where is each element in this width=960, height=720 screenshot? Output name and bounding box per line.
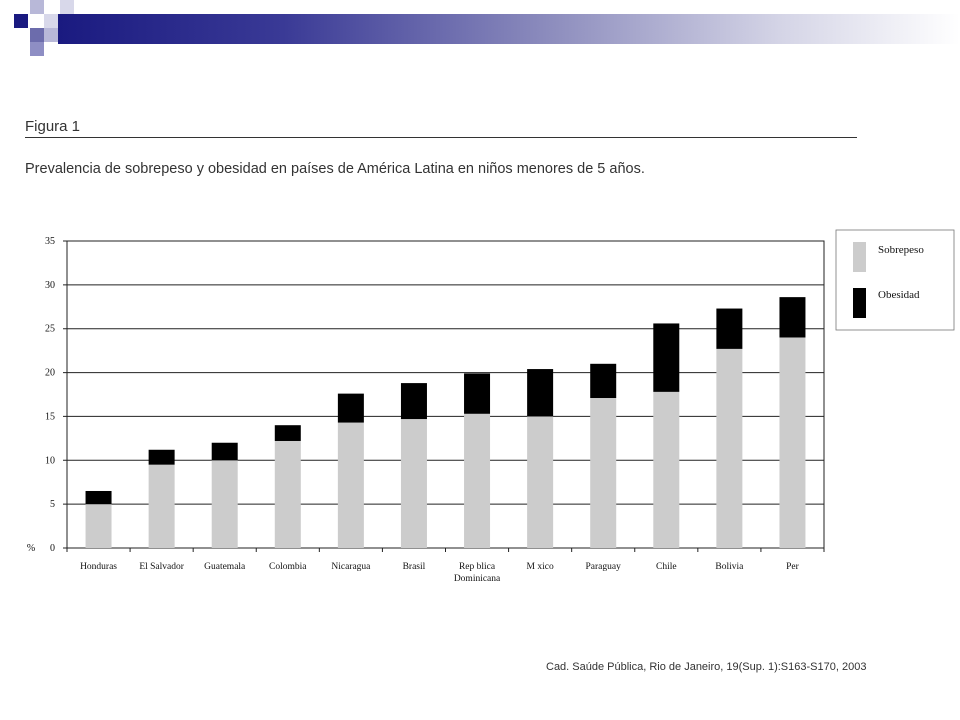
plot-frame — [66, 240, 825, 549]
bar-sobrepeso — [527, 416, 554, 548]
bar-obesidad — [716, 308, 743, 349]
bar-sobrepeso — [590, 398, 617, 548]
x-tick-label: Honduras — [80, 562, 117, 572]
bar-obesidad — [337, 393, 364, 423]
bar-sobrepeso — [337, 422, 364, 548]
figure-caption: Prevalencia de sobrepeso y obesidad en p… — [25, 161, 645, 177]
bar-obesidad — [590, 363, 617, 399]
decor-square — [30, 0, 44, 14]
bar-obesidad — [464, 373, 491, 414]
bar-sobrepeso — [148, 464, 175, 548]
y-tick-label: 5 — [50, 499, 55, 510]
figure-divider — [25, 137, 857, 138]
source-citation: Cad. Saúde Pública, Rio de Janeiro, 19(S… — [546, 661, 867, 673]
bar-obesidad — [274, 425, 301, 441]
legend-swatch-sobrepeso — [853, 242, 866, 272]
x-tick-label: Colombia — [269, 562, 307, 572]
x-tick-label: Per — [786, 562, 800, 572]
x-tick-label: Nicaragua — [331, 562, 371, 572]
y-tick-label: 0 — [50, 543, 55, 554]
y-tick-label: 10 — [45, 455, 55, 466]
bar-sobrepeso — [716, 348, 743, 548]
x-tick-label: Paraguay — [586, 562, 622, 572]
y-tick-label: 35 — [45, 236, 55, 247]
decor-square — [44, 28, 58, 42]
figure-label: Figura 1 — [25, 118, 81, 135]
bar-obesidad — [779, 297, 806, 338]
decor-square — [14, 14, 28, 28]
bar-sobrepeso — [211, 460, 238, 548]
y-tick-label: 25 — [45, 324, 55, 335]
y-axis-label: % — [27, 543, 35, 554]
x-tick-label: Guatemala — [204, 562, 246, 572]
x-tick-label: Brasil — [403, 562, 426, 572]
y-tick-label: 30 — [45, 280, 55, 291]
bar-sobrepeso — [464, 413, 491, 548]
bar-sobrepeso — [274, 440, 301, 548]
decor-square — [30, 42, 44, 56]
bar-sobrepeso — [85, 504, 112, 548]
x-tick-label: Chile — [656, 562, 677, 572]
bar-obesidad — [653, 323, 680, 392]
legend-swatch-obesidad — [853, 288, 866, 318]
bar-obesidad — [211, 442, 238, 461]
legend-label-sobrepeso: Sobrepeso — [878, 244, 924, 256]
decor-square — [60, 0, 74, 14]
decor-square — [44, 14, 58, 28]
bar-obesidad — [148, 449, 175, 465]
legend-label-obesidad: Obesidad — [878, 289, 920, 301]
bar-obesidad — [400, 383, 427, 420]
x-tick-label: Dominicana — [454, 574, 501, 584]
y-tick-label: 20 — [45, 368, 55, 379]
x-tick-label: El Salvador — [139, 562, 184, 572]
x-tick-label: Rep blica — [459, 562, 496, 572]
x-tick-label: Bolivia — [715, 562, 744, 572]
header-banner — [58, 14, 960, 44]
y-tick-label: 15 — [45, 411, 55, 422]
bar-obesidad — [85, 490, 112, 505]
bar-sobrepeso — [653, 391, 680, 548]
bar-obesidad — [527, 369, 554, 417]
decor-square — [30, 28, 44, 42]
x-tick-label: M xico — [527, 562, 554, 572]
bar-sobrepeso — [779, 337, 806, 548]
bar-sobrepeso — [400, 419, 427, 548]
